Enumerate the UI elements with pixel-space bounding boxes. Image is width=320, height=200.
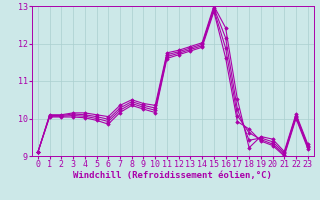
X-axis label: Windchill (Refroidissement éolien,°C): Windchill (Refroidissement éolien,°C)	[73, 171, 272, 180]
